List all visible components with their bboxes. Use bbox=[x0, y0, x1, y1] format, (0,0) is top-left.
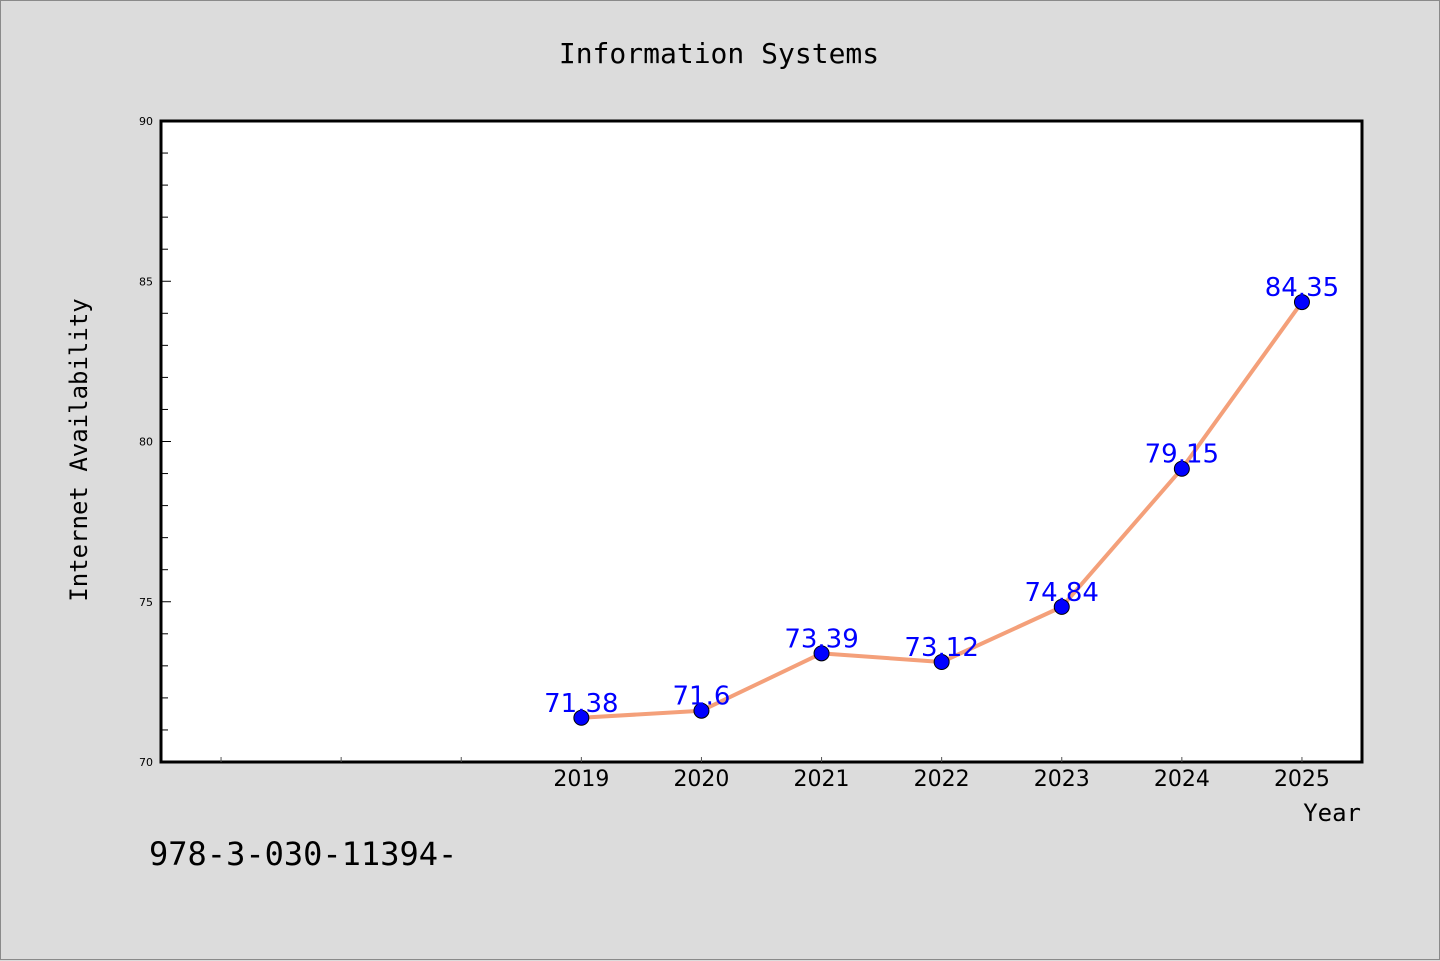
x-axis-label: Year bbox=[1303, 799, 1361, 827]
y-tick-label: 90 bbox=[139, 115, 153, 128]
chart-title: Information Systems bbox=[559, 37, 879, 70]
x-tick-label: 2023 bbox=[1034, 767, 1090, 792]
data-label: 84.35 bbox=[1265, 273, 1339, 303]
isbn-annotation: 978-3-030-11394- bbox=[149, 835, 457, 873]
data-point bbox=[693, 702, 710, 719]
y-axis-label: Internet Availability bbox=[65, 298, 93, 601]
y-tick-label: 80 bbox=[139, 436, 153, 449]
data-point bbox=[813, 645, 830, 662]
data-label: 71.6 bbox=[673, 682, 731, 712]
data-label: 79.15 bbox=[1145, 440, 1219, 470]
data-point bbox=[1173, 460, 1190, 477]
x-tick-label: 2024 bbox=[1154, 767, 1210, 792]
y-tick-label: 70 bbox=[139, 756, 153, 769]
x-tick-label: 2019 bbox=[553, 767, 609, 792]
x-tick-label: 2020 bbox=[673, 767, 729, 792]
data-label: 73.12 bbox=[904, 633, 978, 663]
x-tick-label: 2025 bbox=[1274, 767, 1330, 792]
data-point bbox=[933, 654, 950, 671]
data-point bbox=[1053, 598, 1070, 615]
y-tick-label: 85 bbox=[139, 275, 153, 288]
y-tick-label: 75 bbox=[139, 596, 153, 609]
data-point bbox=[1293, 294, 1310, 311]
data-label: 71.38 bbox=[544, 689, 618, 719]
data-label: 74.84 bbox=[1025, 578, 1099, 608]
x-tick-label: 2021 bbox=[794, 767, 850, 792]
plot-area bbox=[159, 119, 1364, 764]
series-layer: 71.38 71.6 73.39 73.12 74.84 79.15 84.35 bbox=[544, 273, 1339, 726]
data-point bbox=[573, 709, 590, 726]
x-axis-ticks: 2019 2020 2021 2022 2023 2024 2025 bbox=[220, 757, 1330, 792]
y-axis-ticks: 70 75 80 85 90 bbox=[139, 115, 171, 769]
x-tick-label: 2022 bbox=[914, 767, 970, 792]
data-label: 73.39 bbox=[784, 624, 858, 654]
